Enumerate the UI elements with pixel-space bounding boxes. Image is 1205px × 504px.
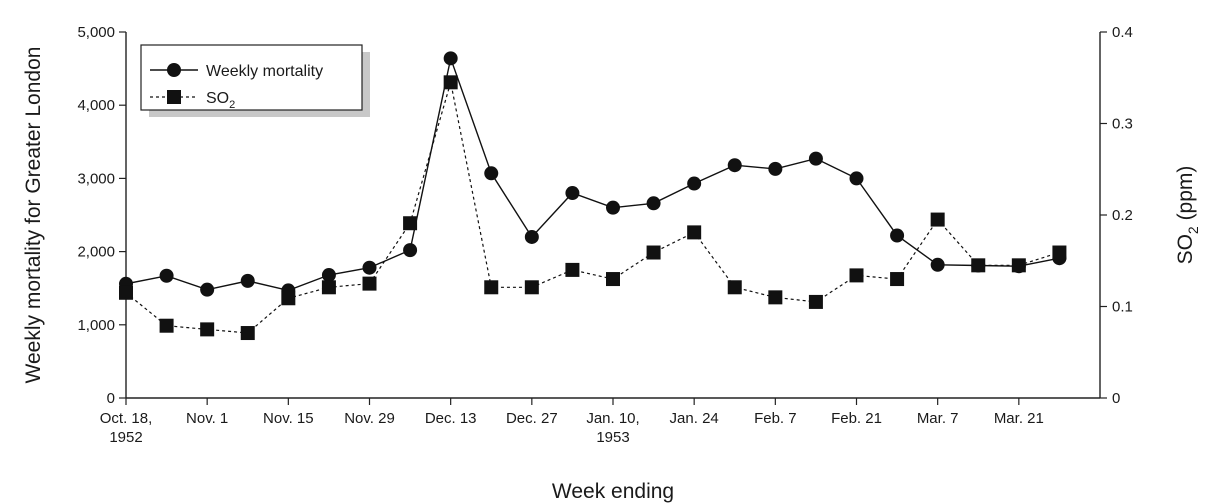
- legend-so2-marker: [167, 90, 181, 104]
- y-tick-label: 2,000: [77, 244, 115, 261]
- y-tick-label: 3,000: [77, 170, 115, 187]
- so2-point: [890, 272, 905, 287]
- legend-mortality-marker: [167, 63, 181, 77]
- mortality-point: [606, 200, 620, 215]
- x-tick-label-year: 1952: [109, 429, 142, 446]
- mortality-point: [403, 243, 418, 258]
- mortality-point: [890, 228, 905, 243]
- so2-point: [362, 276, 377, 291]
- ticks-layer: Oct. 18, 1952 Nov. 1 Nov. 15 Nov. 29 Dec. 13 D…: [77, 24, 1132, 446]
- x-tick-label: Mar. 7: [917, 410, 959, 427]
- legend-so2-label-main: SO: [206, 90, 229, 107]
- y2-axis-title-unit: (ppm): [1174, 166, 1197, 227]
- x-tick-label: Jan. 24: [670, 410, 719, 427]
- mortality-point: [524, 229, 539, 244]
- x-tick-label: Feb. 21: [831, 410, 882, 427]
- x-tick-label: Jan. 10,: [586, 410, 639, 427]
- series-markers: [119, 51, 1067, 341]
- mortality-point: [321, 268, 336, 283]
- so2-point: [484, 280, 499, 295]
- x-tick-label: Oct. 18,: [100, 410, 153, 427]
- so2-point: [971, 258, 986, 273]
- so2-point: [1052, 245, 1067, 260]
- y2-tick-label: 0.2: [1112, 207, 1133, 224]
- mortality-point: [443, 51, 458, 66]
- legend: Weekly mortality SO2: [140, 44, 370, 117]
- x-tick-label: Nov. 15: [263, 410, 314, 427]
- mortality-point: [565, 186, 580, 201]
- so2-point: [1011, 258, 1026, 273]
- mortality-point: [200, 282, 215, 297]
- mortality-point: [808, 151, 823, 166]
- so2-point: [849, 268, 864, 283]
- y2-tick-label: 0.1: [1112, 299, 1133, 316]
- so2-series-line: [125, 82, 1060, 334]
- x-tick-label: Feb. 7: [754, 410, 797, 427]
- so2-point: [565, 262, 580, 277]
- y2-axis-title: SO2 (ppm): [1174, 166, 1201, 265]
- so2-point: [281, 291, 296, 306]
- mortality-point: [159, 268, 174, 283]
- mortality-point: [240, 273, 255, 288]
- legend-so2-label-sub: 2: [229, 99, 235, 111]
- x-tick-label: Nov. 29: [344, 410, 395, 427]
- so2-point: [606, 272, 620, 287]
- y2-axis-title-sub: 2: [1185, 226, 1201, 234]
- x-tick-label: Mar. 21: [994, 410, 1044, 427]
- mortality-point: [687, 176, 702, 191]
- mortality-point: [849, 171, 864, 186]
- x-tick-label: Dec. 13: [425, 410, 477, 427]
- mortality-point: [646, 196, 661, 211]
- x-tick-label-year: 1953: [596, 429, 629, 446]
- y-axis-title: Weekly mortality for Greater London: [22, 47, 45, 384]
- so2-point: [200, 322, 215, 337]
- mortality-point: [930, 257, 945, 272]
- so2-point: [524, 280, 539, 295]
- so2-point: [808, 294, 823, 309]
- legend-mortality-label: Weekly mortality: [206, 63, 323, 80]
- x-axis-title: Week ending: [552, 480, 674, 503]
- y2-tick-label: 0: [1112, 390, 1120, 407]
- so2-point: [646, 245, 661, 260]
- so2-point: [403, 216, 418, 231]
- mortality-point: [484, 166, 499, 181]
- y-tick-label: 4,000: [77, 97, 115, 114]
- so2-point: [930, 212, 945, 227]
- y2-tick-label: 0.4: [1112, 24, 1133, 41]
- so2-point: [321, 280, 336, 295]
- y-tick-label: 1,000: [77, 317, 115, 334]
- so2-point: [119, 285, 133, 300]
- so2-point: [768, 290, 783, 305]
- so2-point: [443, 75, 458, 90]
- x-tick-label: Dec. 27: [506, 410, 558, 427]
- x-tick-label: Nov. 1: [186, 410, 228, 427]
- so2-point: [687, 225, 702, 240]
- so2-point: [727, 280, 742, 295]
- y-tick-label: 5,000: [77, 24, 115, 41]
- y2-axis-title-main: SO: [1174, 234, 1197, 264]
- mortality-point: [362, 260, 377, 275]
- y2-tick-label: 0.3: [1112, 116, 1133, 133]
- y-tick-label: 0: [107, 390, 115, 407]
- mortality-point: [727, 158, 742, 173]
- legend-so2-label: SO2: [206, 90, 235, 111]
- so2-point: [159, 318, 174, 333]
- so2-point: [240, 326, 255, 341]
- mortality-point: [768, 161, 783, 176]
